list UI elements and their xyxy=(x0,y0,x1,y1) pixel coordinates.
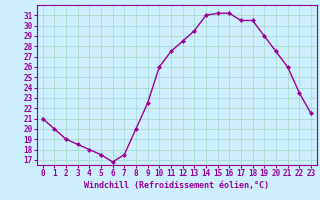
X-axis label: Windchill (Refroidissement éolien,°C): Windchill (Refroidissement éolien,°C) xyxy=(84,181,269,190)
